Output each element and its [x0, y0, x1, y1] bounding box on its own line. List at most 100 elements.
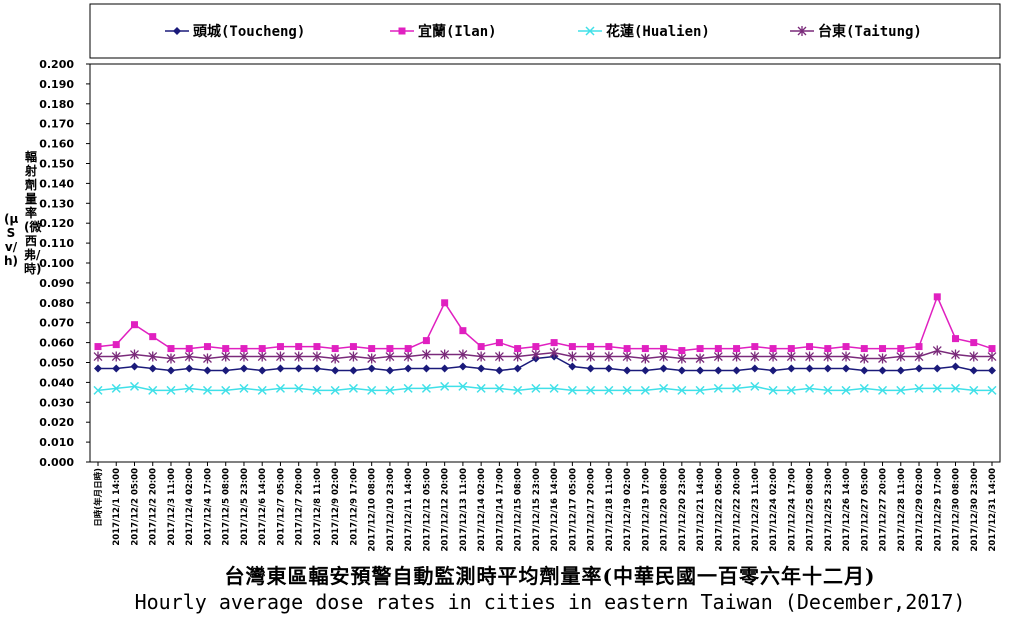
data-point [185, 364, 194, 373]
x-tick-label: 2017/12/7 05:00 [276, 468, 286, 546]
data-point [440, 364, 449, 373]
data-point [713, 383, 723, 393]
x-tick-label: 2017/12/21 14:00 [696, 468, 706, 552]
data-point [294, 351, 304, 362]
x-tick-label: 2017/12/5 23:00 [240, 468, 250, 546]
data-point [677, 385, 687, 395]
x-axis: 日時(年月日時) 2017/12/1 14:00 2017/12/2 05:00 20… [93, 462, 998, 552]
data-point [331, 345, 339, 353]
data-point [458, 381, 468, 391]
data-point [896, 351, 906, 362]
data-point [952, 335, 960, 343]
y-tick-label: 0.110 [39, 237, 74, 250]
data-point [915, 343, 923, 351]
data-point [786, 385, 796, 395]
data-point [531, 383, 541, 393]
data-point [513, 385, 523, 395]
x-tick-label: 2017/12/9 17:00 [349, 468, 359, 546]
data-point [823, 351, 833, 362]
x-tick-label: 2017/12/19 17:00 [641, 468, 651, 552]
x-tick-label: 2017/12/29 17:00 [933, 468, 943, 552]
y-tick-label: 0.130 [39, 197, 74, 210]
data-point [257, 385, 267, 395]
x-tick-label: 2017/12/22 05:00 [714, 468, 724, 552]
data-point [441, 299, 449, 307]
data-point [751, 343, 759, 351]
x-tick-label: 2017/12/5 08:00 [222, 468, 232, 546]
data-point [823, 385, 833, 395]
x-tick-label: 2017/12/10 08:00 [368, 468, 378, 552]
chart-title-zh: 台灣東區輻安預警自動監測時平均劑量率(中華民國一百零六年十二月) [224, 564, 876, 588]
data-point [495, 339, 503, 347]
data-point [257, 351, 267, 362]
x-tick-label: 2017/12/30 08:00 [952, 468, 962, 552]
data-point [330, 385, 340, 395]
x-tick-label: 2017/12/2 20:00 [149, 468, 159, 546]
data-point [349, 343, 357, 351]
data-point [276, 364, 285, 373]
data-point [348, 351, 358, 362]
data-point [93, 351, 103, 362]
data-point [258, 345, 266, 353]
data-point [348, 383, 358, 393]
data-point [787, 364, 796, 373]
data-point [494, 383, 504, 393]
data-point [659, 364, 668, 373]
data-point [567, 385, 577, 395]
data-point [458, 362, 467, 371]
legend-marker [585, 26, 595, 36]
data-point [988, 366, 996, 375]
x-tick-label: 2017/12/26 14:00 [842, 468, 852, 552]
x-tick-label: 2017/12/7 20:00 [295, 468, 305, 546]
data-point [806, 343, 814, 351]
x-tick-label: 日時(年月日時) [93, 468, 104, 527]
x-tick-label: 2017/12/15 08:00 [514, 468, 524, 552]
legend-item: 頭城(Toucheng) [165, 23, 305, 40]
data-point [732, 366, 741, 375]
data-point [859, 353, 869, 364]
legend: 頭城(Toucheng) 宜蘭(Ilan) 花蓮(Hualien) 台東(Taitun… [165, 23, 922, 40]
data-point [477, 364, 486, 373]
x-tick-label: 2017/12/24 17:00 [787, 468, 797, 552]
data-point [148, 351, 158, 362]
x-tick-label: 2017/12/23 11:00 [751, 468, 761, 552]
data-point [385, 385, 395, 395]
data-point [970, 339, 978, 347]
data-point [495, 366, 504, 375]
x-tick-label: 2017/12/3 11:00 [167, 468, 177, 546]
legend-label: 台東(Taitung) [818, 23, 922, 40]
data-point [860, 345, 868, 353]
data-point [459, 327, 467, 335]
legend-label: 頭城(Toucheng) [193, 23, 305, 40]
y-tick-label: 0.040 [39, 376, 74, 389]
y-tick-label: 0.020 [39, 416, 74, 429]
series-2 [93, 381, 997, 395]
data-point [950, 383, 961, 393]
data-point [933, 293, 941, 301]
data-point [349, 366, 358, 375]
data-point [750, 381, 760, 391]
y-tick-label: 0.150 [39, 158, 74, 171]
data-point [149, 333, 157, 341]
data-point [604, 364, 613, 373]
data-point [312, 364, 321, 373]
data-point [568, 362, 577, 371]
series-3 [93, 345, 997, 364]
data-point [112, 364, 121, 373]
data-point [713, 351, 723, 362]
data-point [312, 385, 322, 395]
data-point [514, 345, 522, 353]
data-point [604, 351, 614, 362]
data-point [696, 345, 704, 353]
data-point [531, 349, 541, 360]
data-point [932, 383, 942, 393]
data-point [860, 366, 869, 375]
data-point [988, 345, 996, 353]
data-point [805, 351, 815, 362]
data-point [987, 385, 997, 395]
data-point [403, 351, 413, 362]
x-tick-label: 2017/12/10 23:00 [386, 468, 396, 552]
data-point [750, 351, 760, 362]
y-tick-label: 0.180 [39, 98, 74, 111]
data-point [605, 343, 613, 351]
